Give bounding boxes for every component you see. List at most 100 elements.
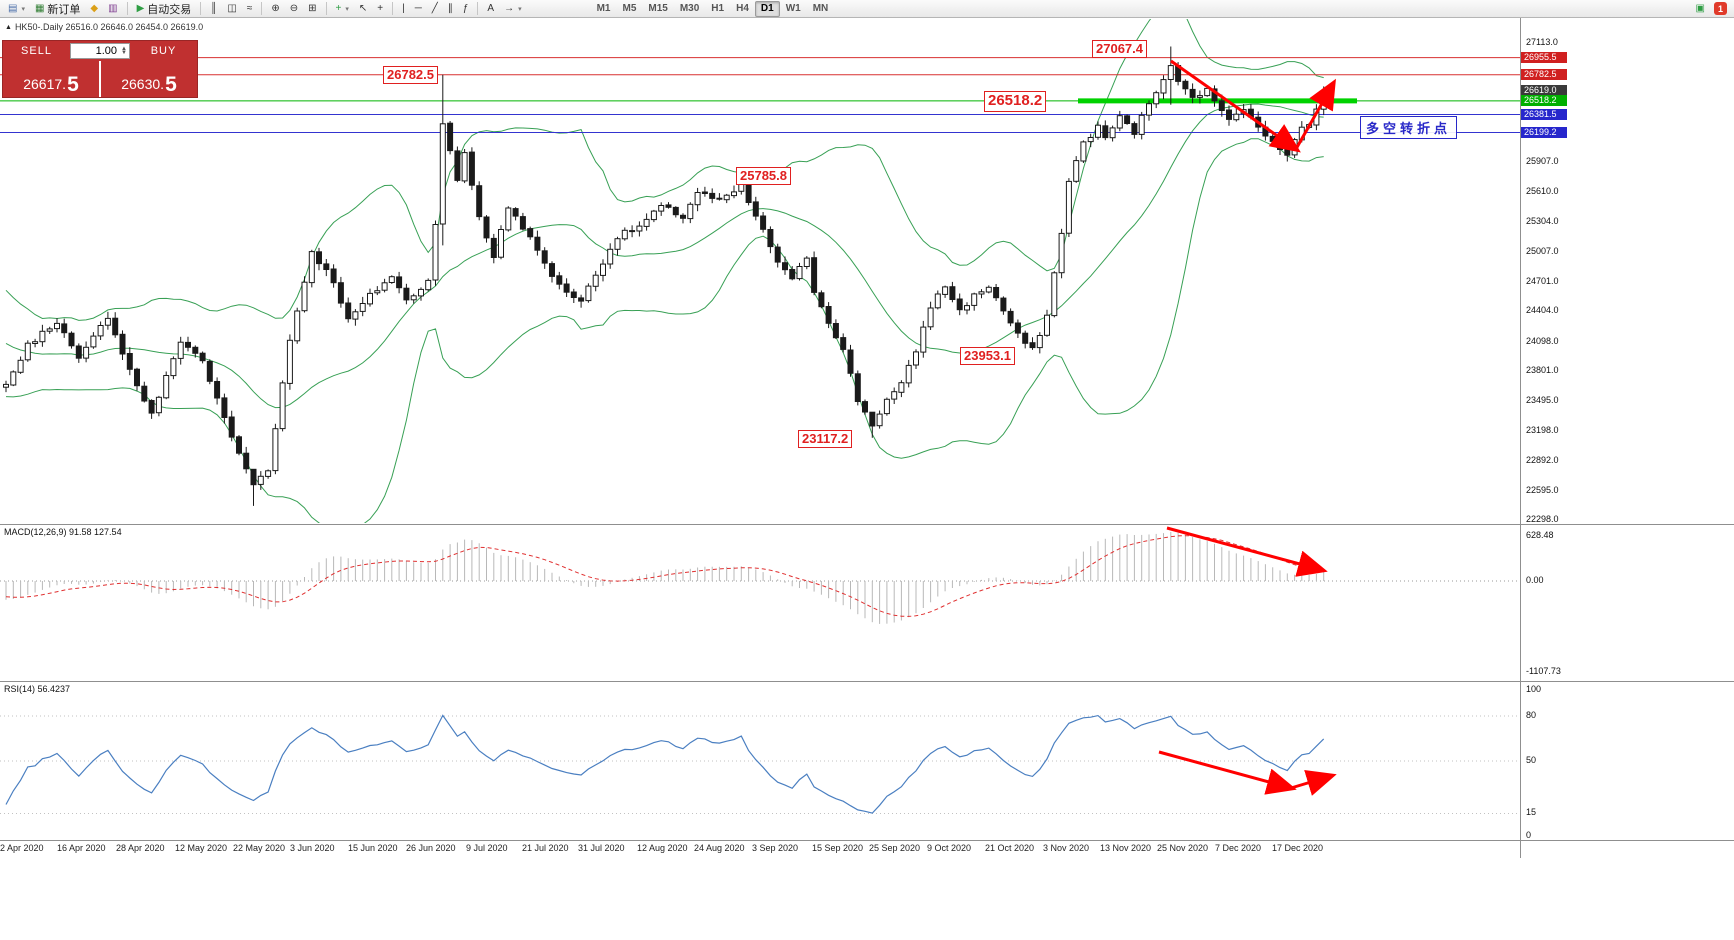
- notification-badge[interactable]: 1: [1714, 2, 1727, 15]
- arrows-tool-button[interactable]: → ▾: [499, 1, 527, 17]
- sell-label[interactable]: SELL: [21, 45, 52, 57]
- fibonacci-tool-button-icon: ƒ: [462, 2, 469, 14]
- autotrading-button[interactable]: ▶ 自动交易: [132, 1, 197, 17]
- tf-mn[interactable]: MN: [807, 1, 835, 17]
- sell-button[interactable]: 26617. 5: [3, 61, 101, 97]
- horizontal-line-tool-button[interactable]: ─: [410, 1, 427, 17]
- chart-settings-button-icon: ▣: [1695, 2, 1705, 14]
- date-axis-label: 24 Aug 2020: [694, 843, 745, 853]
- price-axis-tick: 23495.0: [1526, 395, 1559, 405]
- price-axis-tick: 25907.0: [1526, 156, 1559, 166]
- bar-chart-type-button[interactable]: ║: [205, 1, 222, 17]
- tf-w1-label: W1: [785, 3, 801, 14]
- price-axis-tick: 22892.0: [1526, 455, 1559, 465]
- volume-spinner-down-icon[interactable]: ▼: [121, 50, 127, 56]
- metaeditor-button[interactable]: ◆: [85, 1, 103, 17]
- chart-tab-icon: ▲: [5, 23, 12, 31]
- tf-d1[interactable]: D1: [754, 0, 780, 17]
- rsi-axis-label: 50: [1526, 755, 1537, 765]
- price-callout[interactable]: 23953.1: [960, 347, 1015, 366]
- new-order-button[interactable]: ▦ 新订单: [30, 1, 85, 17]
- macd-pane: [0, 532, 1520, 624]
- crosshair-tool-button-icon: +: [377, 2, 384, 14]
- tf-m5[interactable]: M5: [616, 1, 642, 17]
- indicators-button-icon: +: [335, 2, 342, 14]
- price-callout[interactable]: 23117.2: [798, 430, 853, 449]
- arrows-tool-button-icon: →: [504, 2, 515, 14]
- price-callout[interactable]: 26782.5: [383, 66, 438, 85]
- tf-h1[interactable]: H1: [705, 1, 730, 17]
- candlestick-chart-type-button[interactable]: ◫: [222, 1, 241, 17]
- volume-value: 1.00: [95, 45, 117, 57]
- chart-title-text: HK50-.Daily 26516.0 26646.0 26454.0 2661…: [14, 22, 204, 32]
- turning-point-annotation[interactable]: 多空转折点: [1360, 116, 1458, 139]
- zoom-in-button[interactable]: ⊕: [266, 1, 284, 17]
- tf-d1-label: D1: [760, 3, 774, 14]
- tf-h4[interactable]: H4: [730, 1, 755, 17]
- buy-button[interactable]: 26630. 5: [101, 61, 197, 97]
- toolbar-separator: [126, 2, 128, 15]
- tf-h4-label: H4: [736, 3, 749, 14]
- tf-h1-label: H1: [711, 3, 725, 14]
- date-axis-label: 15 Sep 2020: [812, 843, 864, 853]
- text-tool-button[interactable]: A: [482, 1, 499, 17]
- date-axis-label: 31 Jul 2020: [578, 843, 625, 853]
- cursor-tool-button-icon: ↖: [358, 2, 368, 14]
- chart-title: ▲ HK50-.Daily 26516.0 26646.0 26454.0 26…: [5, 22, 203, 32]
- new-order-button-icon: ▦: [34, 2, 45, 14]
- date-axis-label: 7 Dec 2020: [1215, 843, 1262, 853]
- price-axis-marker: 26619.0: [1521, 85, 1567, 96]
- volume-input[interactable]: 1.00 ▲ ▼: [70, 43, 130, 59]
- tile-windows-button[interactable]: ⊞: [303, 1, 321, 17]
- chart-settings-button[interactable]: ▣: [1691, 1, 1710, 17]
- vertical-line-tool-button[interactable]: |: [397, 1, 410, 17]
- price-axis-tick: 23198.0: [1526, 425, 1559, 435]
- macd-axis-label: 0.00: [1526, 575, 1544, 585]
- new-chart-button[interactable]: ▤ ▾: [3, 1, 30, 17]
- tf-m1[interactable]: M1: [591, 1, 617, 17]
- candlestick-series: [3, 46, 1327, 506]
- price-callout[interactable]: 27067.4: [1092, 40, 1147, 59]
- zoom-out-button-icon: ⊖: [289, 2, 299, 14]
- buy-label[interactable]: BUY: [150, 45, 177, 57]
- date-axis-label: 2 Apr 2020: [0, 843, 44, 853]
- new-chart-button-icon: ▤: [8, 2, 18, 14]
- tf-m30[interactable]: M30: [674, 1, 705, 17]
- date-axis-label: 13 Nov 2020: [1100, 843, 1152, 853]
- toolbar-separator: [261, 2, 263, 15]
- rsi-line: [5, 714, 1325, 814]
- fibonacci-tool-button[interactable]: ƒ: [458, 1, 474, 17]
- date-axis-label: 25 Nov 2020: [1157, 843, 1209, 853]
- volume-spinner-up-icon[interactable]: ▲: [121, 46, 127, 52]
- price-callout[interactable]: 25785.8: [736, 167, 791, 186]
- indicators-button[interactable]: + ▾: [331, 1, 354, 17]
- price-callout[interactable]: 26518.2: [984, 91, 1047, 112]
- date-axis-label: 21 Jul 2020: [522, 843, 569, 853]
- trend-arrows[interactable]: [1158, 59, 1337, 796]
- crosshair-tool-button[interactable]: +: [372, 1, 388, 17]
- pane-divider-rsi[interactable]: [0, 681, 1734, 682]
- rsi-axis-label: 100: [1526, 684, 1542, 694]
- toolbar-separator: [477, 2, 479, 15]
- pane-divider-macd[interactable]: [0, 524, 1734, 525]
- line-chart-type-button[interactable]: ≈: [242, 1, 258, 17]
- rsi-axis-label: 0: [1526, 830, 1532, 840]
- dropdown-caret-icon: ▾: [518, 5, 522, 13]
- cursor-tool-button[interactable]: ↖: [354, 1, 372, 17]
- channel-tool-button[interactable]: ∥: [443, 1, 458, 17]
- date-axis-label: 26 Jun 2020: [406, 843, 456, 853]
- tf-m15[interactable]: M15: [642, 1, 673, 17]
- trendline-tool-button[interactable]: ╱: [427, 1, 443, 17]
- zoom-out-button[interactable]: ⊖: [285, 1, 303, 17]
- date-axis-label: 3 Sep 2020: [752, 843, 799, 853]
- price-axis-tick: 25304.0: [1526, 216, 1559, 226]
- date-axis-label: 22 May 2020: [233, 843, 286, 853]
- candlestick-chart-type-button-icon: ◫: [227, 2, 237, 14]
- price-axis-border[interactable]: [1520, 18, 1521, 858]
- tf-w1[interactable]: W1: [780, 1, 807, 17]
- strategy-tester-button[interactable]: ▥: [103, 1, 122, 17]
- tile-windows-button-icon: ⊞: [308, 2, 317, 14]
- date-axis-label: 9 Jul 2020: [466, 843, 508, 853]
- main-price-pane: [0, 19, 1520, 523]
